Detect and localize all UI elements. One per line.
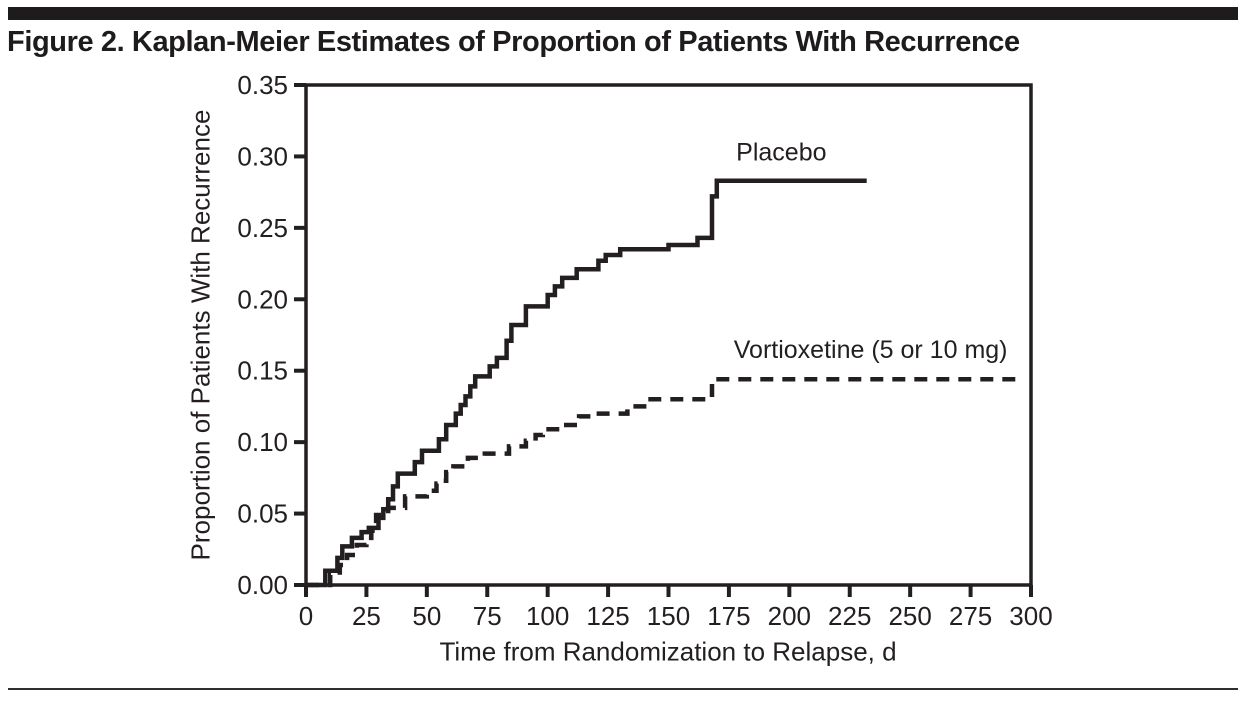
x-tick-label: 75 [473, 601, 502, 631]
figure-title: Figure 2. Kaplan-Meier Estimates of Prop… [7, 26, 1020, 58]
y-tick-label: 0.25 [237, 213, 288, 243]
y-tick-label: 0.10 [237, 427, 288, 457]
bottom-rule [8, 688, 1238, 690]
x-tick-label: 0 [299, 601, 313, 631]
x-tick-label: 225 [828, 601, 871, 631]
x-tick-label: 50 [412, 601, 441, 631]
y-axis-title: Proportion of Patients With Recurrence [185, 109, 216, 561]
top-rule [8, 7, 1238, 20]
x-tick-label: 300 [1009, 601, 1052, 631]
y-tick-label: 0.35 [237, 70, 288, 100]
x-tick-label: 125 [586, 601, 629, 631]
x-tick-label: 25 [352, 601, 381, 631]
y-tick-label: 0.05 [237, 499, 288, 529]
x-tick-label: 200 [768, 601, 811, 631]
placebo-curve [306, 178, 867, 588]
vortioxetine-curve [306, 377, 1017, 588]
x-axis-title: Time from Randomization to Relapse, d [439, 636, 897, 667]
x-tick-label: 150 [647, 601, 690, 631]
vortioxetine-series-label: Vortioxetine (5 or 10 mg) [734, 336, 1008, 364]
placebo-series-label: Placebo [736, 139, 826, 167]
y-tick-label: 0.20 [237, 284, 288, 314]
x-tick-label: 175 [707, 601, 750, 631]
x-tick-label: 100 [526, 601, 569, 631]
x-tick-label: 275 [949, 601, 992, 631]
y-tick-label: 0.30 [237, 141, 288, 171]
x-tick-label: 250 [888, 601, 931, 631]
y-tick-label: 0.00 [237, 570, 288, 600]
y-tick-label: 0.15 [237, 356, 288, 386]
